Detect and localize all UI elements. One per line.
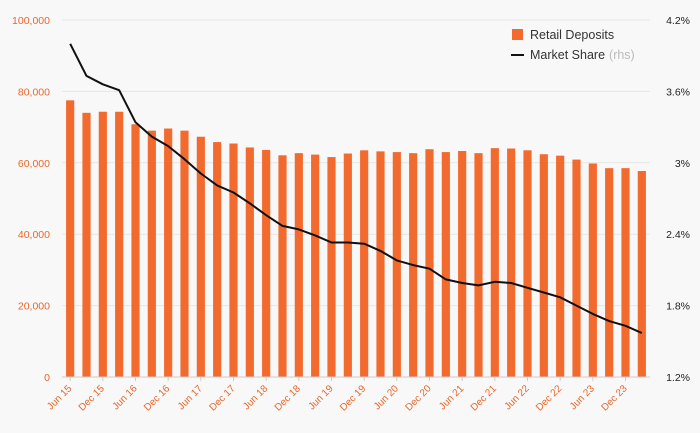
x-tick-label: Jun 23 xyxy=(568,383,597,412)
x-tick-label: Dec 20 xyxy=(403,383,433,413)
bar-retail-deposits xyxy=(115,111,124,378)
y-right-tick-label: 1.8% xyxy=(666,301,690,313)
legend-market-share-name: Market Share xyxy=(530,48,605,62)
x-tick-label: Jun 21 xyxy=(437,383,466,412)
y-right-tick-label: 1.2% xyxy=(666,372,690,384)
bar-retail-deposits xyxy=(229,143,238,377)
bar-retail-deposits xyxy=(82,112,91,377)
bar-retail-deposits xyxy=(360,150,369,377)
bar-series-retail-deposits xyxy=(66,100,646,378)
legend-label-market-share: Market Share (rhs) xyxy=(530,48,635,62)
bar-retail-deposits xyxy=(425,149,434,377)
y-left-tick-label: 20,000 xyxy=(18,301,50,313)
x-tick-label: Jun 20 xyxy=(372,383,401,412)
y-left-tick-label: 0 xyxy=(44,372,50,384)
bar-retail-deposits xyxy=(147,130,156,377)
bar-retail-deposits xyxy=(311,154,320,377)
y-left-tick-label: 100,000 xyxy=(12,15,50,27)
y-right-tick-label: 3.6% xyxy=(666,86,690,98)
bar-retail-deposits xyxy=(131,124,140,377)
x-tick-label: Dec 15 xyxy=(77,383,107,413)
x-tick-label: Jun 15 xyxy=(45,383,74,412)
y-right-tick-label: 3% xyxy=(675,158,690,170)
y-left-tick-label: 40,000 xyxy=(18,229,50,241)
x-tick-label: Jun 18 xyxy=(241,383,270,412)
y-left-tick-label: 60,000 xyxy=(18,158,50,170)
bar-retail-deposits xyxy=(441,152,450,377)
bar-retail-deposits xyxy=(572,159,581,377)
x-tick-label: Dec 22 xyxy=(534,383,564,413)
x-tick-label: Jun 22 xyxy=(503,383,532,412)
x-tick-label: Dec 17 xyxy=(207,383,237,413)
bar-retail-deposits xyxy=(605,168,614,377)
x-tick-label: Jun 16 xyxy=(111,383,140,412)
y-left-tick-label: 80,000 xyxy=(18,86,50,98)
bar-retail-deposits xyxy=(474,153,483,377)
x-tick-label: Dec 23 xyxy=(599,383,629,413)
bar-retail-deposits xyxy=(507,148,516,377)
bar-retail-deposits xyxy=(294,153,303,377)
line-series-market-share xyxy=(69,43,643,334)
x-tick-label: Dec 21 xyxy=(469,383,499,413)
bar-retail-deposits xyxy=(343,153,352,377)
x-tick-label: Dec 18 xyxy=(273,383,303,413)
bar-retail-deposits xyxy=(245,147,254,377)
y-right-tick-label: 2.4% xyxy=(666,229,690,241)
bar-retail-deposits xyxy=(180,130,189,377)
bar-retail-deposits xyxy=(327,157,336,377)
legend: Retail Deposits Market Share (rhs) xyxy=(511,28,635,62)
x-tick-label: Dec 16 xyxy=(142,383,172,413)
bar-retail-deposits xyxy=(376,151,385,377)
bar-retail-deposits xyxy=(556,155,565,377)
bar-retail-deposits xyxy=(392,152,401,377)
bar-retail-deposits xyxy=(98,111,107,378)
legend-rhs-note: (rhs) xyxy=(609,48,635,62)
legend-label-retail-deposits: Retail Deposits xyxy=(530,28,614,42)
bar-retail-deposits xyxy=(164,128,173,377)
bar-retail-deposits xyxy=(490,148,499,377)
x-tick-label: Jun 17 xyxy=(176,383,205,412)
bar-retail-deposits xyxy=(458,151,467,377)
bar-retail-deposits xyxy=(539,154,548,377)
y-right-tick-label: 4.2% xyxy=(666,15,690,27)
x-tick-label: Jun 19 xyxy=(307,383,336,412)
bar-retail-deposits xyxy=(213,142,222,377)
bar-retail-deposits xyxy=(588,163,597,377)
bar-retail-deposits xyxy=(637,171,646,377)
bar-retail-deposits xyxy=(262,149,271,377)
bar-retail-deposits xyxy=(621,168,630,377)
gridlines xyxy=(62,19,650,307)
bar-retail-deposits xyxy=(523,150,532,377)
bar-retail-deposits xyxy=(196,136,205,377)
legend-swatch-retail-deposits xyxy=(512,29,523,40)
line-market-share xyxy=(69,43,643,334)
bar-retail-deposits xyxy=(278,155,287,377)
bar-retail-deposits xyxy=(66,100,75,377)
x-tick-label: Dec 19 xyxy=(338,383,368,413)
